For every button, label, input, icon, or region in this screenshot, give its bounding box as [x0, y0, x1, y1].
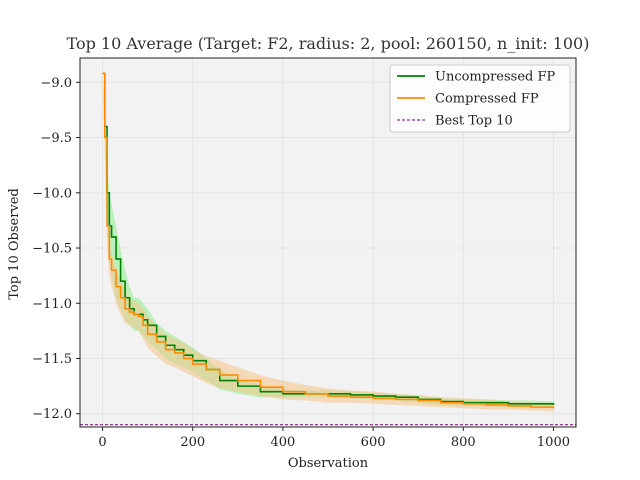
y-tick-label: −9.5: [40, 131, 72, 146]
x-tick-label: 0: [98, 435, 106, 450]
x-tick-label: 600: [361, 435, 386, 450]
chart-title: Top 10 Average (Target: F2, radius: 2, p…: [67, 34, 590, 53]
x-tick-label: 200: [180, 435, 205, 450]
y-tick-label: −10.5: [32, 242, 72, 257]
y-axis-label: Top 10 Observed: [7, 188, 22, 300]
x-tick-label: 800: [451, 435, 476, 450]
x-axis-label: Observation: [288, 456, 369, 471]
series-line: [102, 72, 555, 409]
legend: Uncompressed FP Compressed FP Best Top 10: [389, 64, 571, 133]
y-tick-label: −11.5: [32, 352, 72, 367]
y-tick-label: −10.0: [32, 186, 72, 201]
x-tick-label: 400: [270, 435, 295, 450]
x-tick-label: 1000: [537, 435, 570, 450]
plot-frame: [79, 57, 577, 428]
legend-box: [389, 64, 571, 133]
y-tick-label: −11.0: [32, 297, 72, 312]
legend-label: Best Top 10: [435, 114, 513, 129]
series-line: [102, 72, 555, 405]
legend-label: Uncompressed FP: [435, 70, 556, 85]
y-tick-label: −9.0: [40, 76, 72, 91]
legend-label: Compressed FP: [435, 92, 539, 107]
y-tick-label: −12.0: [32, 407, 72, 422]
